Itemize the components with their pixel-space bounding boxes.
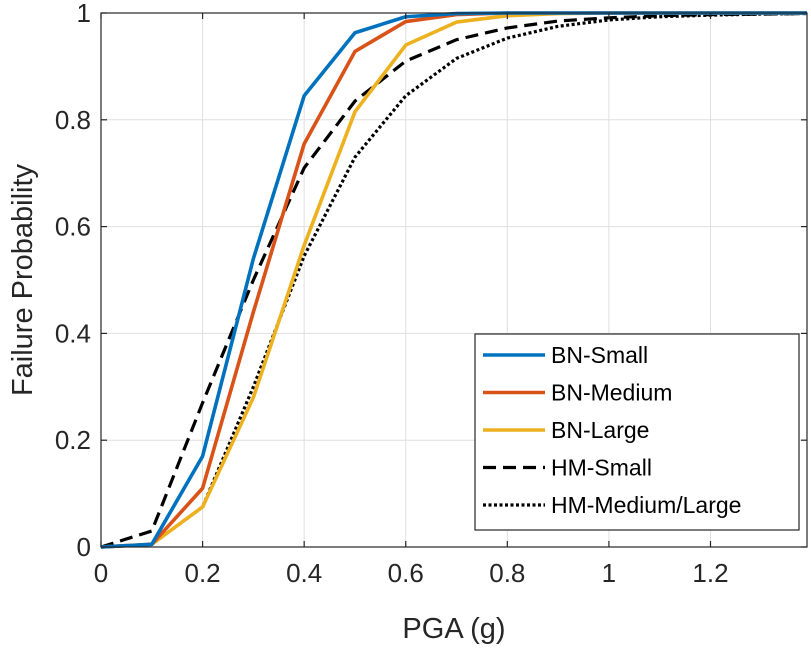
x-tick-label: 0.8 bbox=[489, 558, 525, 588]
y-axis-label: Failure Probability bbox=[7, 163, 39, 396]
x-tick-label: 0.4 bbox=[286, 558, 322, 588]
x-axis-label: PGA (g) bbox=[402, 613, 505, 645]
y-tick-label: 0.8 bbox=[55, 105, 91, 135]
x-tick-label: 1 bbox=[602, 558, 616, 588]
legend-label: BN-Small bbox=[551, 342, 648, 368]
x-tick-label: 0.2 bbox=[185, 558, 221, 588]
y-tick-label: 0 bbox=[77, 532, 91, 562]
x-tick-label: 1.2 bbox=[692, 558, 728, 588]
x-tick-label: 0 bbox=[94, 558, 108, 588]
y-tick-label: 0.4 bbox=[55, 318, 91, 348]
legend-label: HM-Small bbox=[551, 455, 652, 481]
y-tick-label: 0.2 bbox=[55, 425, 91, 455]
y-tick-label: 0.6 bbox=[55, 212, 91, 242]
legend-label: HM-Medium/Large bbox=[551, 492, 741, 518]
series-line-hm-small bbox=[100, 11, 808, 549]
legend-label: BN-Large bbox=[551, 417, 649, 443]
y-tick-label: 1 bbox=[77, 0, 91, 28]
legend-box bbox=[474, 333, 800, 531]
legend: BN-Small BN-Medium BN-Large HM-Small HM-Medi… bbox=[474, 333, 800, 531]
x-tick-label: 0.6 bbox=[388, 558, 424, 588]
plot-frame bbox=[100, 12, 808, 548]
legend-label: BN-Medium bbox=[551, 380, 672, 406]
axis-ticks: 0 0.2 0.4 0.6 0.8 1 1.2 0 0.2 0.4 0.6 0.8 1 bbox=[55, 0, 807, 588]
